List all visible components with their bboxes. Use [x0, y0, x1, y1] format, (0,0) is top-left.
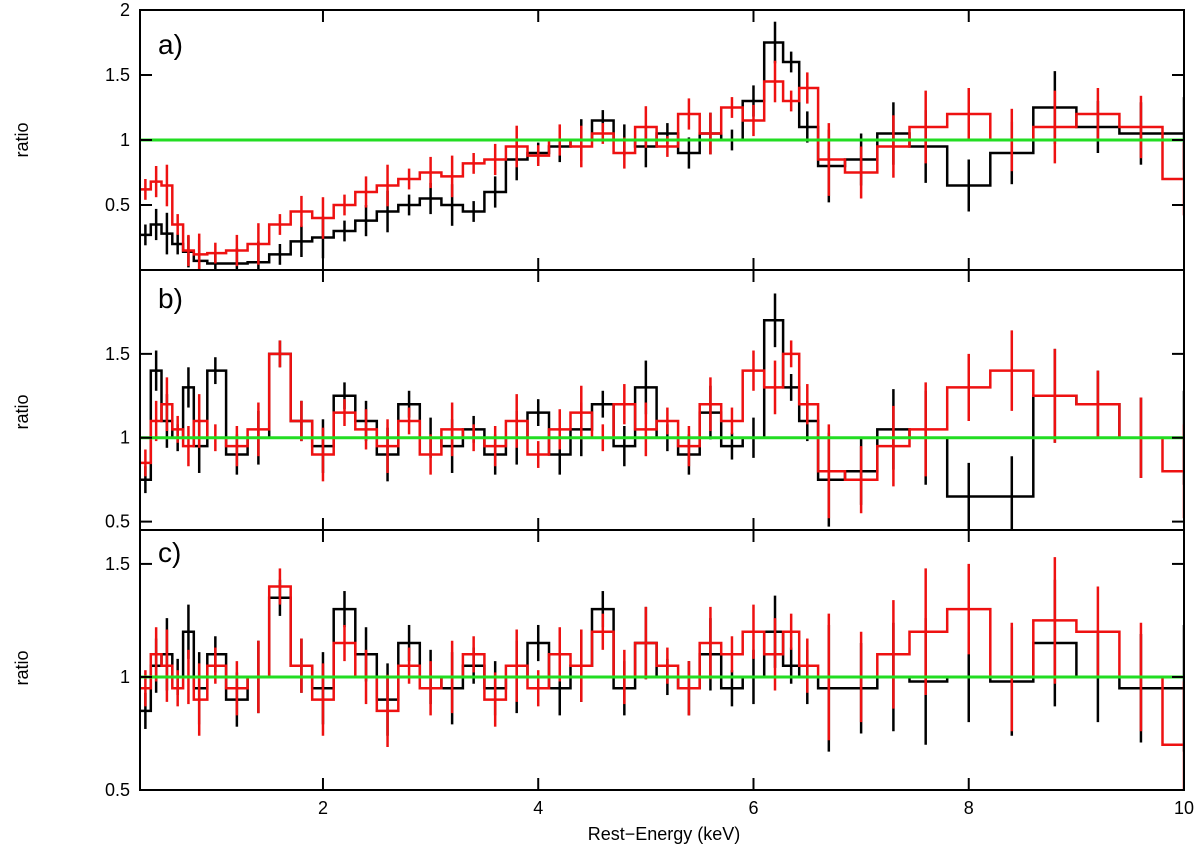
data-step-line — [140, 319, 1184, 498]
y-tick-label: 1 — [120, 667, 130, 687]
series-black — [140, 21, 1184, 270]
data-step-line — [140, 41, 1184, 265]
x-axis-title: Rest−Energy (keV) — [588, 824, 741, 844]
y-axis-title: ratio — [12, 650, 32, 685]
x-tick-label: 4 — [533, 798, 543, 818]
x-tick-label: 10 — [1174, 798, 1194, 818]
panel-frame — [139, 529, 1185, 791]
y-tick-label: 1.5 — [105, 554, 130, 574]
series-black — [140, 293, 1184, 530]
panel-c: c) ratio 0.5 1 1.5 2 4 6 8 10 — [12, 529, 1194, 818]
plot-area — [140, 293, 1184, 530]
panel-label: a) — [158, 29, 183, 60]
y-tick-label: 0.5 — [105, 195, 130, 215]
series-red — [140, 557, 1184, 790]
y-tick-label: 1 — [120, 130, 130, 150]
panel-label: c) — [158, 537, 181, 568]
y-tick-label: 1.5 — [105, 344, 130, 364]
y-axis-title: ratio — [12, 394, 32, 429]
y-tick-label: 0.5 — [105, 512, 130, 532]
panel-b: b) ratio 0.5 1 1.5 — [12, 269, 1185, 532]
plot-area — [140, 557, 1184, 790]
y-axis-title: ratio — [12, 122, 32, 157]
panel-label: b) — [158, 283, 183, 314]
data-step-line — [140, 596, 1184, 713]
data-step-line — [140, 585, 1184, 747]
x-tick-label: 6 — [748, 798, 758, 818]
y-tick-label: 1 — [120, 428, 130, 448]
series-red — [140, 60, 1184, 270]
y-tick-label: 1.5 — [105, 65, 130, 85]
y-tick-label: 0.5 — [105, 780, 130, 800]
x-tick-label: 8 — [964, 798, 974, 818]
panel-frame — [139, 269, 1185, 531]
plot-area — [140, 21, 1184, 270]
data-step-line — [140, 352, 1184, 481]
x-tick-label: 2 — [318, 798, 328, 818]
y-tick-label: 2 — [120, 0, 130, 20]
panel-a: a) ratio 0.5 1 1.5 2 — [12, 0, 1185, 271]
series-red — [140, 330, 1184, 519]
